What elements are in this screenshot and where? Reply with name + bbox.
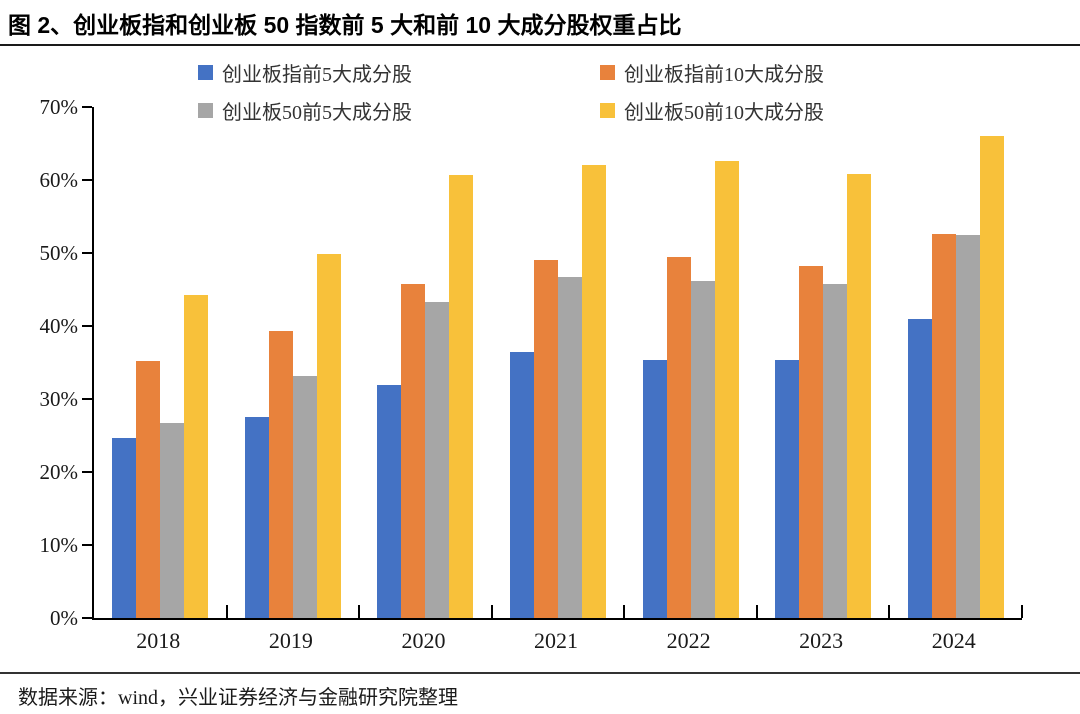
y-tick-label: 70% xyxy=(39,95,79,119)
bar xyxy=(160,423,185,618)
bar-group-2022 xyxy=(624,107,757,618)
bar xyxy=(377,385,402,618)
plot-area xyxy=(82,106,1023,620)
x-tick-label: 2018 xyxy=(136,628,181,653)
bar-group-2018 xyxy=(94,107,227,618)
y-axis-labels: 0% 10% 20% 30% 40% 50% 60% 70% xyxy=(0,96,82,629)
x-tick-label: 2020 xyxy=(401,628,446,653)
y-tick-mark xyxy=(82,106,92,108)
bar xyxy=(955,235,980,618)
legend-item: 创业板50前10大成分股 xyxy=(600,96,824,125)
y-tick-label: 60% xyxy=(39,168,79,192)
data-source-note: 数据来源：wind，兴业证券经济与金融研究院整理 xyxy=(18,687,458,709)
legend-swatch-blue-icon xyxy=(198,65,213,80)
footer-divider xyxy=(0,672,1080,674)
bar xyxy=(979,136,1004,618)
bar xyxy=(184,294,209,618)
bar xyxy=(847,174,872,618)
bar xyxy=(907,319,932,618)
y-tick-mark xyxy=(82,179,92,181)
y-tick-mark xyxy=(82,544,92,547)
y-tick-label: 30% xyxy=(39,387,79,411)
legend-swatch-gray-icon xyxy=(198,103,213,118)
bar xyxy=(558,277,583,618)
legend-swatch-yellow-icon xyxy=(600,103,615,118)
x-tick-label: 2021 xyxy=(534,628,579,653)
title-divider xyxy=(0,44,1080,46)
bar xyxy=(666,256,691,618)
bar xyxy=(714,161,739,618)
bar xyxy=(582,164,607,618)
y-tick-mark xyxy=(82,252,92,254)
bar-group-2023 xyxy=(757,107,890,618)
bar xyxy=(823,283,848,618)
x-axis-labels: 2018 2019 2020 2021 2022 2023 2024 xyxy=(92,628,1020,654)
bar xyxy=(136,361,161,618)
x-tick-mark xyxy=(490,605,493,618)
bar xyxy=(244,416,269,618)
x-tick-label: 2019 xyxy=(268,628,313,653)
page-title: 图 2、创业板指和创业板 50 指数前 5 大和前 10 大成分股权重占比 xyxy=(8,12,682,38)
bar xyxy=(642,359,667,618)
x-tick-mark xyxy=(623,605,626,618)
y-tick-label: 40% xyxy=(39,314,79,339)
x-tick-mark xyxy=(888,605,891,618)
bar-group-2021 xyxy=(492,107,625,618)
bar xyxy=(799,266,824,618)
chart-legend: 创业板指前5大成分股 创业板指前10大成分股 创业板50前5大成分股 创业板50… xyxy=(198,58,824,125)
y-tick-mark xyxy=(82,325,92,328)
bar-group-2024 xyxy=(889,107,1022,618)
y-tick-mark xyxy=(82,617,92,619)
bar xyxy=(449,174,474,618)
legend-label: 创业板50前5大成分股 xyxy=(222,102,412,124)
bar xyxy=(534,259,559,618)
y-tick-label: 50% xyxy=(39,241,79,265)
bar xyxy=(292,375,317,618)
bar xyxy=(775,359,800,618)
x-tick-mark xyxy=(358,605,361,618)
legend-label: 创业板指前10大成分股 xyxy=(624,64,824,86)
legend-item: 创业板指前5大成分股 xyxy=(198,58,600,87)
bar xyxy=(401,284,426,618)
y-tick-label: 20% xyxy=(39,460,79,485)
y-tick-mark xyxy=(82,398,92,400)
y-tick-label: 10% xyxy=(39,533,79,558)
x-tick-mark xyxy=(225,605,228,618)
bar xyxy=(268,331,293,618)
bar xyxy=(510,352,535,618)
x-tick-label: 2022 xyxy=(666,628,711,653)
x-tick-label: 2023 xyxy=(799,628,844,653)
bar-group-2019 xyxy=(227,107,360,618)
legend-item: 创业板指前10大成分股 xyxy=(600,58,824,87)
legend-label: 创业板指前5大成分股 xyxy=(222,64,412,86)
bar xyxy=(316,254,341,618)
legend-swatch-orange-icon xyxy=(600,65,615,80)
x-tick-mark xyxy=(755,605,758,618)
bar xyxy=(112,437,137,618)
y-tick-mark xyxy=(82,471,92,474)
bar-groups xyxy=(94,107,1022,618)
legend-label: 创业板50前10大成分股 xyxy=(624,102,824,124)
x-tick-mark xyxy=(1021,605,1023,618)
bar xyxy=(931,234,956,618)
bar-group-2020 xyxy=(359,107,492,618)
bar xyxy=(690,281,715,618)
legend-item: 创业板50前5大成分股 xyxy=(198,96,600,125)
bar xyxy=(425,301,450,618)
x-tick-label: 2024 xyxy=(931,628,976,653)
y-tick-label: 0% xyxy=(50,606,78,630)
